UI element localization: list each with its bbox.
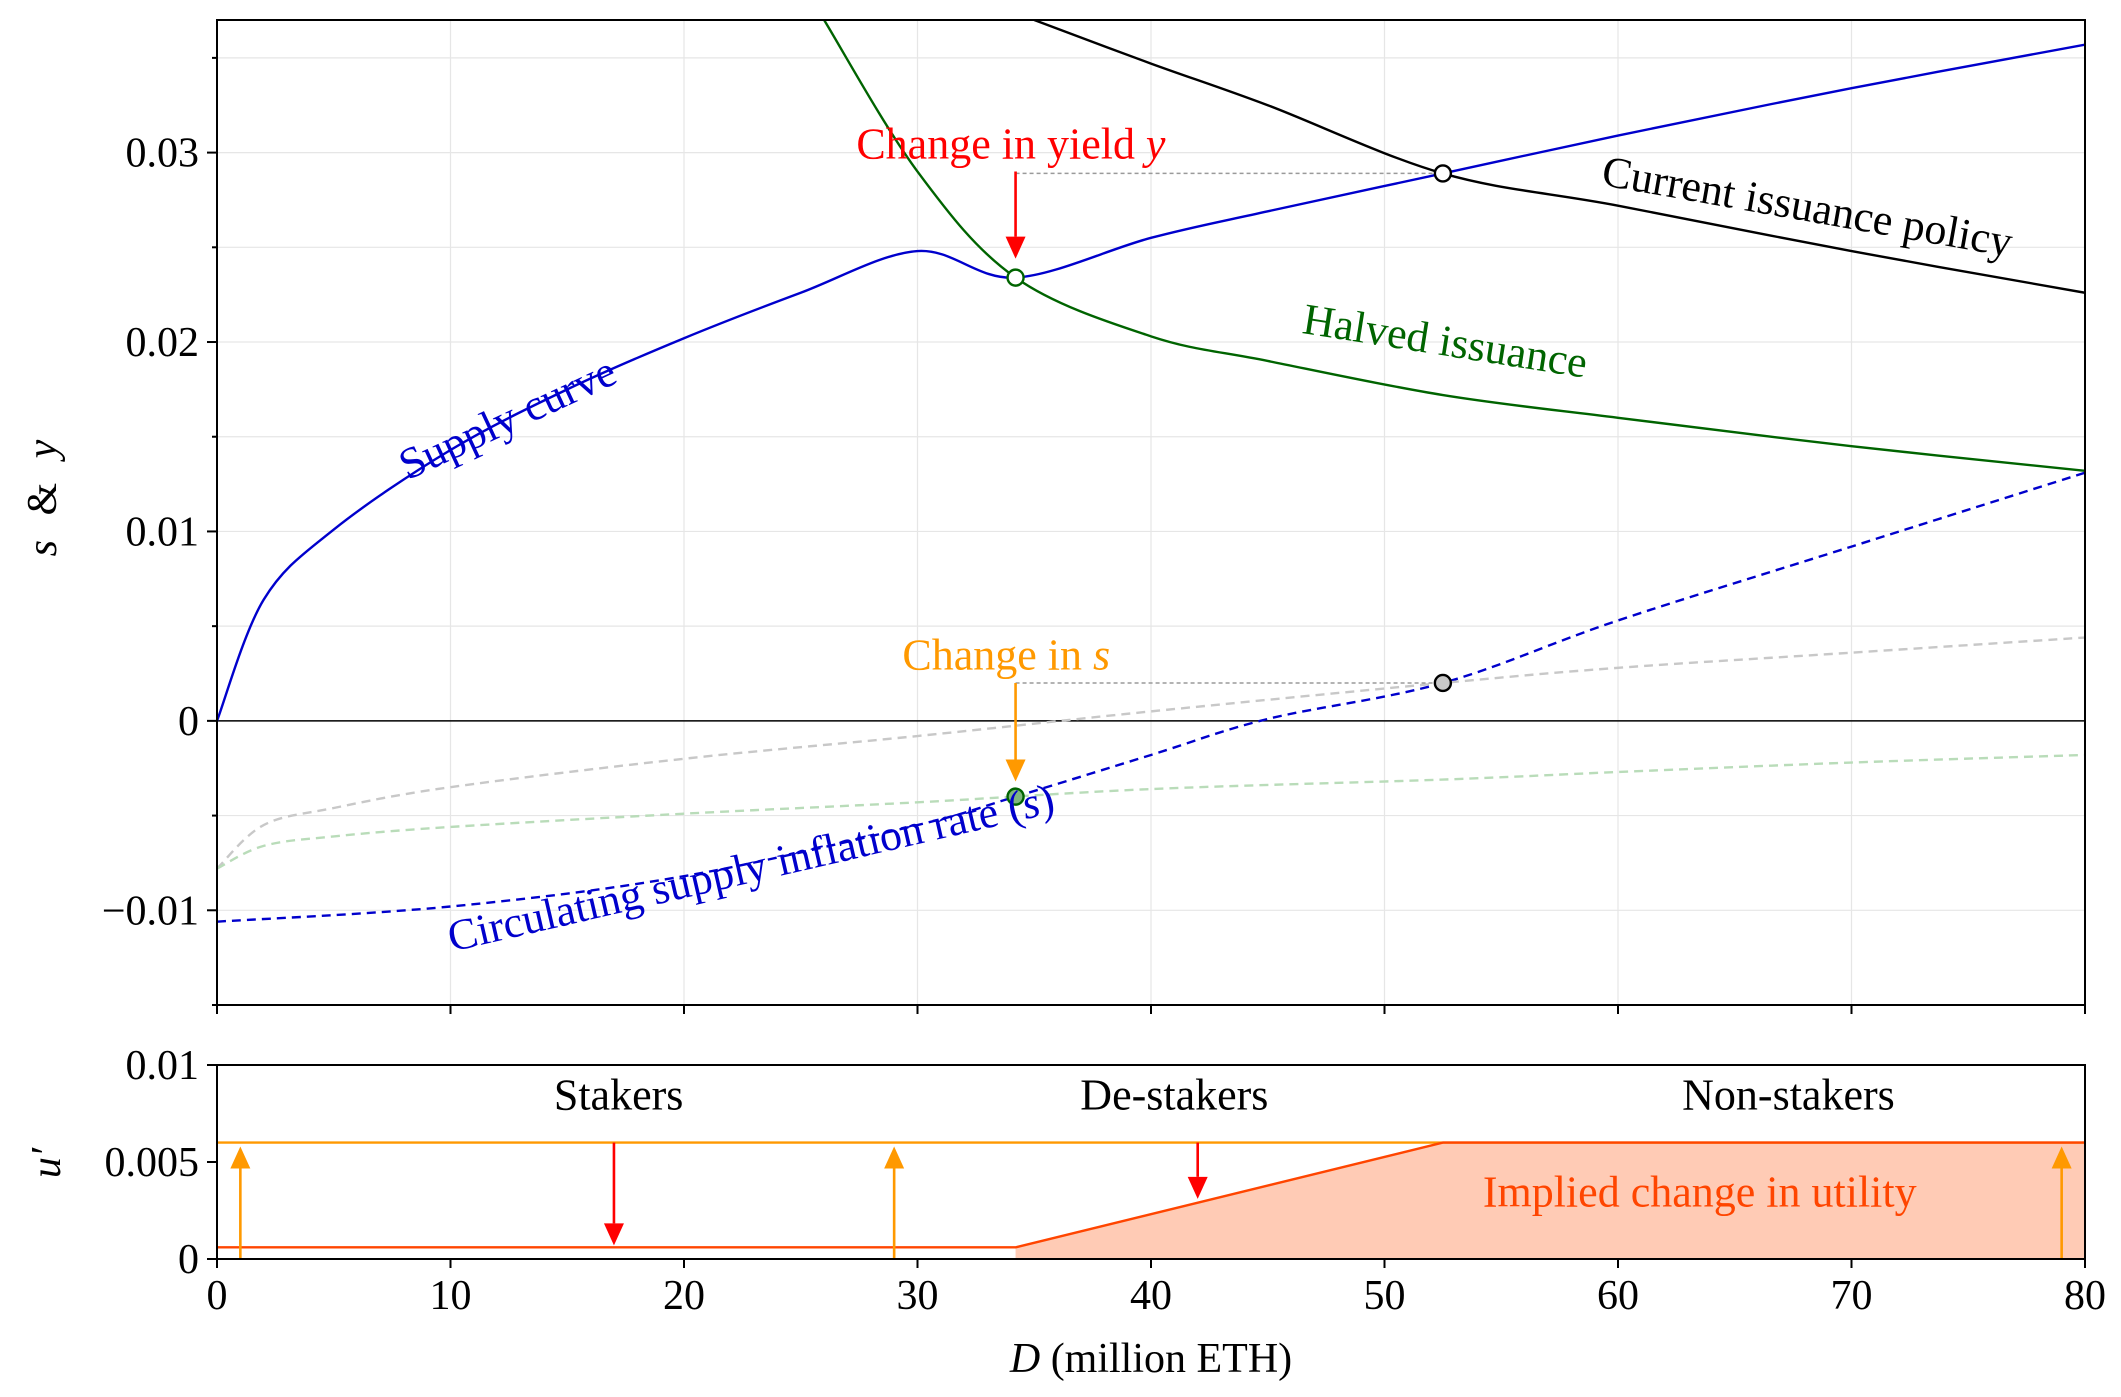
top-arrow [1005, 682, 1026, 782]
y-label-y: y [20, 439, 66, 462]
bottom-chart-panel: Stakers De-stakers Non-stakers Implied chan… [24, 1043, 2106, 1382]
top-guide-lines [1015, 172, 1443, 684]
bottom-annotation: De-stakers [1080, 1071, 1268, 1120]
bottom-annotation: Implied change in utility [1483, 1168, 1917, 1217]
x-tick-label: 30 [897, 1273, 939, 1319]
x-axis-label: D (million ETH) [1009, 1336, 1292, 1382]
x-tick-label: 60 [1597, 1273, 1639, 1319]
top-axis-ticks [207, 56, 2086, 1014]
series-circulating [217, 471, 2085, 923]
intersection-point [1006, 787, 1025, 806]
bottom-arrow [230, 1146, 251, 1259]
bottom-y-axis-label: u′ [24, 1147, 70, 1178]
series-halved [823, 20, 2085, 473]
top-y-tick-label: −0.01 [102, 888, 199, 934]
y-label-s: s [20, 540, 66, 556]
x-tick-label: 40 [1130, 1273, 1172, 1319]
bottom-x-tick-labels: 0 10 20 30 40 50 60 70 80 [207, 1273, 2107, 1319]
top-y-tick-label: 0.02 [126, 320, 200, 366]
series-gray-faint [217, 636, 2085, 870]
bottom-axis-ticks [207, 1064, 2086, 1268]
x-tick-label: 0 [207, 1273, 228, 1319]
top-arrow [1005, 171, 1026, 259]
bottom-annotation: Stakers [554, 1071, 684, 1120]
top-annotation: Change in yield y [856, 119, 1166, 168]
bottom-y-tick-labels: 0 0.005 0.01 [105, 1043, 200, 1283]
bottom-y-tick-label: 0.01 [126, 1043, 200, 1089]
x-tick-label: 80 [2064, 1273, 2106, 1319]
top-y-tick-label: 0 [178, 699, 199, 745]
top-intersection-points [1006, 164, 1453, 806]
x-tick-label: 20 [663, 1273, 705, 1319]
x-label-variable: D [1009, 1336, 1040, 1382]
series-supply [217, 43, 2085, 722]
top-annotation: Change in s [902, 631, 1110, 680]
series-current [1033, 20, 2085, 294]
implied-utility-area [1015, 1142, 2085, 1259]
x-tick-label: 10 [430, 1273, 472, 1319]
intersection-point [1006, 268, 1025, 287]
bottom-series-group [217, 1141, 2085, 1259]
bottom-y-tick-label: 0.005 [105, 1140, 200, 1186]
x-tick-label: 70 [1831, 1273, 1873, 1319]
bottom-y-tick-label: 0 [178, 1237, 199, 1283]
top-series-group [217, 20, 2085, 923]
x-tick-label: 50 [1364, 1273, 1406, 1319]
bottom-arrow [603, 1142, 624, 1246]
top-y-tick-labels: −0.01 0 0.01 0.02 0.03 [102, 131, 199, 935]
series-implied-utility [217, 1141, 2085, 1249]
top-y-axis-label: s & y [20, 439, 66, 556]
intersection-point [1433, 164, 1453, 183]
bottom-annotations: Stakers De-stakers Non-stakers Implied chan… [554, 1071, 1917, 1217]
bottom-arrow [1187, 1142, 1208, 1199]
top-y-tick-label: 0.01 [126, 509, 200, 555]
y-label-amp: & [20, 483, 66, 516]
intersection-point [1433, 673, 1453, 693]
x-label-unit: (million ETH) [1040, 1336, 1292, 1382]
bottom-arrows [230, 1142, 2072, 1259]
top-arrows [1005, 171, 1026, 782]
bottom-arrow [884, 1146, 905, 1259]
bottom-annotation: Non-stakers [1682, 1071, 1895, 1120]
top-y-tick-label: 0.03 [126, 131, 200, 177]
bottom-arrow [2051, 1146, 2072, 1259]
